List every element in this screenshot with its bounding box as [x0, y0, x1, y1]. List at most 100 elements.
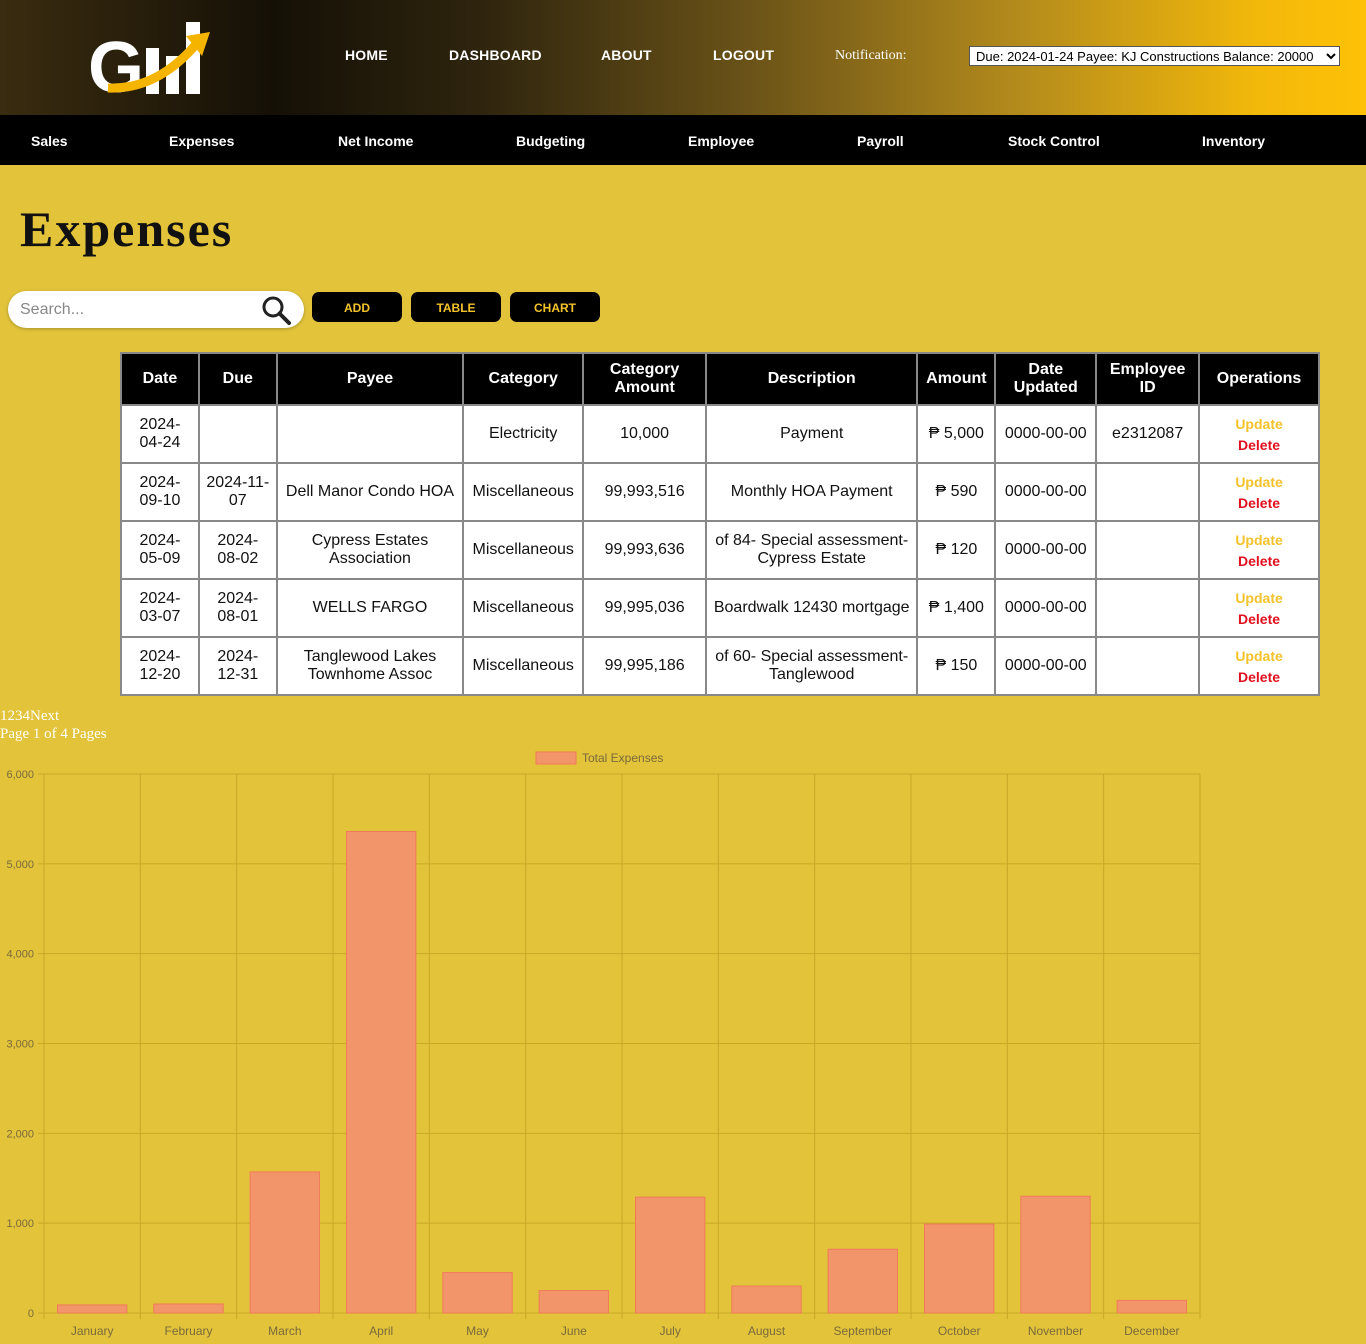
update-link[interactable]: Update [1235, 531, 1283, 548]
add-button[interactable]: ADD [312, 292, 402, 322]
module-nav-budgeting[interactable]: Budgeting [516, 133, 586, 149]
notification-select[interactable]: Due: 2024-01-24 Payee: KJ Constructions … [969, 46, 1340, 66]
y-tick-label: 3,000 [6, 1039, 34, 1051]
module-nav-stock-control[interactable]: Stock Control [1008, 133, 1100, 149]
cell-date-updated: 0000-00-00 [994, 462, 1098, 522]
cell-category: Miscellaneous [462, 578, 585, 638]
cell-operations: Update Delete [1198, 462, 1320, 522]
bar-january[interactable] [56, 1304, 128, 1314]
cell-payee: Dell Manor Condo HOA [275, 462, 465, 522]
cell-due: 2024-08-01 [197, 578, 278, 638]
cell-category-amount: 99,995,036 [582, 578, 708, 638]
cell-date: 2024-09-10 [120, 462, 200, 522]
cell-operations: Update Delete [1198, 520, 1320, 580]
cell-amount: ₱ 590 [916, 462, 997, 522]
bar-june[interactable] [538, 1290, 610, 1314]
delete-link[interactable]: Delete [1238, 552, 1281, 569]
module-nav-employee[interactable]: Employee [688, 133, 755, 149]
page-link-2[interactable]: 2 [7, 708, 16, 724]
bar-may[interactable] [442, 1272, 513, 1314]
cell-employee-id [1095, 520, 1201, 580]
search-icon[interactable] [260, 294, 292, 326]
cell-amount: ₱ 150 [916, 636, 997, 696]
bar-april[interactable] [345, 830, 417, 1314]
cell-amount: ₱ 5,000 [916, 404, 997, 464]
table-button[interactable]: TABLE [411, 292, 501, 322]
page-status: Page 1 of 4 Pages [0, 726, 107, 742]
expenses-table: Date Due Payee Category Category Amount Descr… [120, 352, 1320, 696]
delete-link[interactable]: Delete [1238, 436, 1281, 453]
x-tick-label: December [1124, 1324, 1179, 1338]
cell-employee-id: e2312087 [1095, 404, 1201, 464]
notification-label: Notification: [835, 48, 907, 63]
bar-december[interactable] [1116, 1299, 1188, 1314]
cell-description: Payment [705, 404, 919, 464]
module-nav-payroll[interactable]: Payroll [857, 133, 904, 149]
module-nav-inventory[interactable]: Inventory [1202, 133, 1266, 149]
nav-home-link[interactable]: HOME [345, 47, 388, 63]
cell-category-amount: 10,000 [582, 404, 708, 464]
pagination: 1234Next Page 1 of 4 Pages [0, 707, 107, 743]
delete-link[interactable]: Delete [1238, 494, 1281, 511]
module-nav-expenses[interactable]: Expenses [169, 133, 235, 149]
nav-about-link[interactable]: ABOUT [601, 47, 652, 63]
cell-date: 2024-05-09 [120, 520, 200, 580]
cell-amount: ₱ 1,400 [916, 578, 997, 638]
x-tick-label: April [369, 1324, 393, 1338]
column-header-description: Description [705, 352, 919, 406]
y-tick-label: 5,000 [6, 859, 34, 871]
module-nav-net-income[interactable]: Net Income [338, 133, 414, 149]
column-header-category-amount: Category Amount [582, 352, 708, 406]
bar-july[interactable] [634, 1196, 706, 1314]
table-row: 2024-04-24 Electricity 10,000 Payment ₱ 5,00… [120, 404, 1320, 464]
cell-payee: WELLS FARGO [275, 578, 465, 638]
cell-category: Miscellaneous [462, 520, 585, 580]
delete-link[interactable]: Delete [1238, 668, 1281, 685]
gill-logo-icon[interactable]: G [88, 18, 213, 98]
x-tick-label: August [748, 1324, 786, 1338]
table-row: 2024-12-20 2024-12-31 Tanglewood Lakes Tow… [120, 636, 1320, 696]
cell-employee-id [1095, 462, 1201, 522]
x-tick-label: February [164, 1324, 212, 1338]
page-link-1[interactable]: 1 [0, 708, 8, 724]
bar-august[interactable] [731, 1285, 802, 1314]
bar-february[interactable] [153, 1303, 224, 1314]
cell-description: of 60- Special assessment-Tanglewood [705, 636, 919, 696]
chart-button[interactable]: CHART [510, 292, 600, 322]
next-page-link[interactable]: Next [30, 708, 60, 724]
bar-november[interactable] [1020, 1195, 1091, 1314]
page-link-3[interactable]: 3 [15, 708, 23, 724]
update-link[interactable]: Update [1235, 589, 1283, 606]
cell-category: Miscellaneous [462, 636, 585, 696]
cell-description: Monthly HOA Payment [705, 462, 919, 522]
update-link[interactable]: Update [1235, 415, 1283, 432]
update-link[interactable]: Update [1235, 647, 1283, 664]
column-header-category: Category [462, 352, 585, 406]
cell-payee: Cypress Estates Association [275, 520, 465, 580]
search-input[interactable] [18, 299, 252, 321]
column-header-payee: Payee [275, 352, 465, 406]
page-link-4[interactable]: 4 [22, 708, 31, 724]
cell-operations: Update Delete [1198, 404, 1320, 464]
nav-dashboard-link[interactable]: DASHBOARD [449, 47, 542, 63]
nav-logout-link[interactable]: LOGOUT [713, 47, 775, 63]
table-row: 2024-05-09 2024-08-02 Cypress Estates Asso… [120, 520, 1320, 580]
cell-due: 2024-12-31 [197, 636, 278, 696]
bar-march[interactable] [249, 1171, 321, 1314]
bar-october[interactable] [923, 1223, 995, 1314]
x-tick-label: September [833, 1324, 892, 1338]
expenses-bar-chart: 0 1,000 2,000 3,000 4,000 5,000 6,000 January Fe… [6, 751, 1201, 1338]
bar-september[interactable] [827, 1248, 899, 1314]
search-box [8, 291, 304, 328]
cell-due: 2024-11-07 [197, 462, 278, 522]
cell-operations: Update Delete [1198, 578, 1320, 638]
legend-label[interactable]: Total Expenses [582, 751, 663, 765]
update-link[interactable]: Update [1235, 473, 1283, 490]
cell-date: 2024-03-07 [120, 578, 200, 638]
column-header-date: Date [120, 352, 200, 406]
column-header-employee-id: Employee ID [1095, 352, 1201, 406]
legend-swatch[interactable] [535, 751, 577, 765]
delete-link[interactable]: Delete [1238, 610, 1281, 627]
y-tick-label: 0 [28, 1308, 34, 1320]
module-nav-sales[interactable]: Sales [31, 133, 68, 149]
